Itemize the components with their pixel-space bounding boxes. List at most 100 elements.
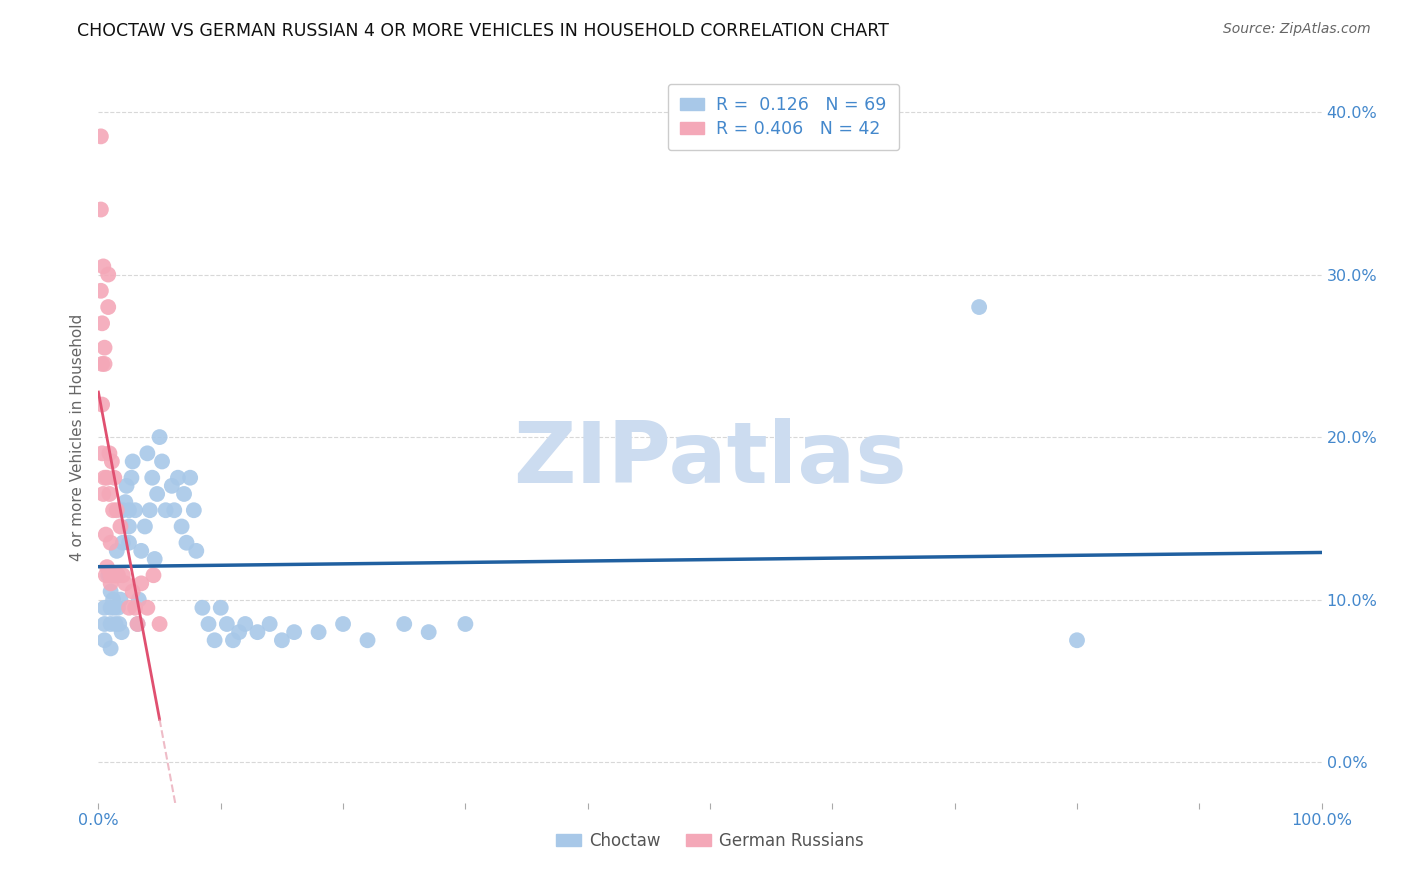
Point — [967, 300, 990, 314]
Point — [142, 568, 165, 582]
Point — [124, 600, 146, 615]
Point — [111, 568, 134, 582]
Point — [191, 600, 214, 615]
Point — [91, 398, 114, 412]
Point — [100, 576, 122, 591]
Point — [392, 617, 416, 632]
Point — [114, 495, 136, 509]
Point — [283, 625, 305, 640]
Point — [155, 503, 177, 517]
Point — [111, 503, 134, 517]
Point — [107, 600, 129, 615]
Point — [114, 576, 136, 591]
Point — [170, 519, 193, 533]
Point — [101, 592, 124, 607]
Point — [228, 625, 250, 640]
Point — [179, 471, 201, 485]
Point — [121, 454, 143, 468]
Point — [204, 633, 226, 648]
Point — [94, 568, 117, 582]
Point — [110, 519, 132, 533]
Point — [103, 600, 125, 615]
Point — [176, 535, 198, 549]
Point — [173, 487, 195, 501]
Point — [90, 129, 112, 144]
Point — [246, 625, 269, 640]
Point — [332, 617, 354, 632]
Point — [90, 202, 112, 217]
Point — [222, 633, 245, 648]
Point — [103, 471, 125, 485]
Point — [139, 503, 162, 517]
Point — [105, 544, 128, 558]
Point — [233, 617, 256, 632]
Point — [308, 625, 330, 640]
Point — [96, 560, 118, 574]
Point — [259, 617, 281, 632]
Point — [100, 584, 122, 599]
Point — [101, 454, 124, 468]
Point — [98, 446, 121, 460]
Point — [91, 316, 114, 330]
Point — [136, 600, 159, 615]
Point — [418, 625, 440, 640]
Point — [101, 503, 124, 517]
Point — [93, 471, 115, 485]
Point — [146, 487, 169, 501]
Point — [96, 471, 118, 485]
Text: CHOCTAW VS GERMAN RUSSIAN 4 OR MORE VEHICLES IN HOUSEHOLD CORRELATION CHART: CHOCTAW VS GERMAN RUSSIAN 4 OR MORE VEHI… — [77, 22, 889, 40]
Point — [160, 479, 183, 493]
Point — [97, 268, 120, 282]
Point — [97, 300, 120, 314]
Point — [100, 641, 122, 656]
Point — [100, 568, 122, 582]
Point — [93, 341, 115, 355]
Text: ZIPatlas: ZIPatlas — [513, 417, 907, 500]
Point — [110, 592, 132, 607]
Point — [93, 617, 115, 632]
Point — [90, 284, 112, 298]
Point — [93, 600, 115, 615]
Point — [121, 584, 143, 599]
Point — [97, 568, 120, 582]
Point — [103, 568, 125, 582]
Point — [209, 600, 232, 615]
Point — [120, 471, 142, 485]
Point — [100, 600, 122, 615]
Point — [167, 471, 190, 485]
Point — [141, 471, 163, 485]
Point — [454, 617, 477, 632]
Point — [94, 527, 117, 541]
Point — [150, 454, 173, 468]
Point — [105, 568, 128, 582]
Point — [127, 617, 149, 632]
Point — [128, 592, 150, 607]
Point — [91, 487, 114, 501]
Point — [98, 487, 121, 501]
Point — [91, 260, 114, 274]
Point — [143, 552, 166, 566]
Point — [101, 568, 124, 582]
Point — [115, 479, 138, 493]
Point — [108, 617, 131, 632]
Point — [129, 576, 152, 591]
Point — [105, 503, 128, 517]
Point — [91, 357, 114, 371]
Point — [215, 617, 238, 632]
Point — [104, 617, 127, 632]
Point — [118, 600, 141, 615]
Point — [149, 617, 172, 632]
Point — [186, 544, 208, 558]
Point — [1066, 633, 1088, 648]
Point — [100, 617, 122, 632]
Point — [149, 430, 172, 444]
Point — [100, 568, 122, 582]
Point — [127, 617, 149, 632]
Point — [134, 519, 156, 533]
Point — [129, 544, 152, 558]
Point — [111, 535, 134, 549]
Y-axis label: 4 or more Vehicles in Household: 4 or more Vehicles in Household — [70, 313, 86, 561]
Point — [124, 503, 146, 517]
Point — [91, 446, 114, 460]
Point — [163, 503, 186, 517]
